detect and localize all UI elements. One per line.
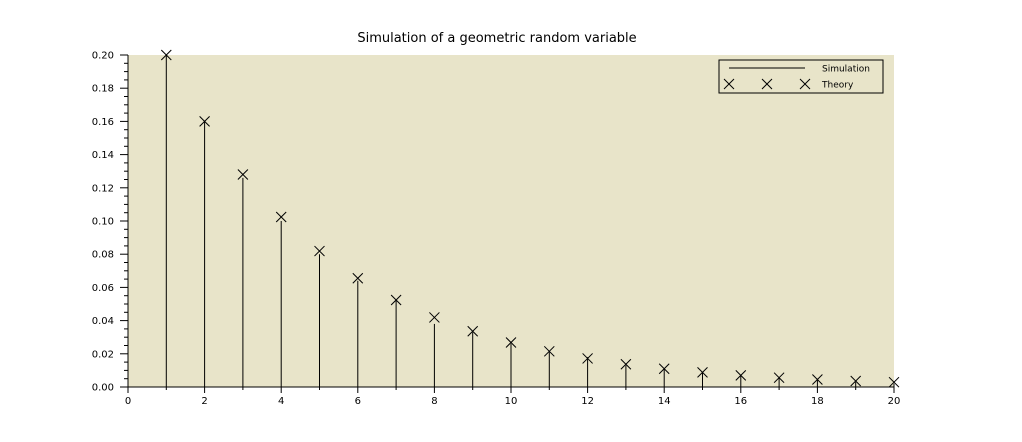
theory-marker (505, 337, 517, 348)
x-tick-label: 8 (431, 396, 437, 407)
x-tick-label: 4 (278, 396, 284, 407)
theory-marker (697, 367, 708, 378)
x-tick-label: 16 (734, 396, 747, 407)
y-tick-label: 0.20 (92, 51, 114, 62)
theory-marker (620, 358, 632, 370)
theory-marker (812, 374, 823, 385)
x-tick-label: 20 (888, 396, 901, 407)
y-tick-label: 0.00 (92, 383, 114, 394)
plot-area (128, 55, 894, 387)
theory-marker (467, 325, 479, 337)
legend: Simulation Theory (718, 59, 884, 94)
x-tick-label: 14 (658, 396, 671, 407)
y-tick-label: 0.12 (92, 183, 114, 194)
y-tick-label: 0.02 (92, 349, 114, 360)
y-tick-label: 0.08 (92, 250, 114, 261)
y-tick-label: 0.14 (92, 150, 114, 161)
x-tick-label: 18 (811, 396, 824, 407)
theory-marker (773, 372, 785, 384)
theory-marker (275, 211, 287, 223)
theory-marker (199, 116, 210, 127)
x-tick-label: 12 (581, 396, 594, 407)
legend-label-theory: Theory (821, 81, 854, 91)
theory-marker (160, 49, 172, 61)
legend-marker-sample (723, 78, 735, 90)
theory-marker (390, 294, 402, 306)
theory-marker (237, 169, 249, 180)
x-tick-label: 10 (505, 396, 518, 407)
x-tick-label: 2 (201, 396, 207, 407)
theory-marker (352, 272, 364, 284)
theory-marker (658, 363, 670, 375)
y-tick-label: 0.10 (92, 217, 114, 228)
y-tick-label: 0.06 (92, 283, 114, 294)
theory-marker (735, 370, 747, 381)
theory-marker (582, 353, 593, 364)
y-tick-label: 0.18 (92, 84, 114, 95)
x-tick-label: 6 (355, 396, 361, 407)
theory-marker (543, 345, 555, 357)
legend-marker-sample (799, 78, 811, 90)
series-layer (160, 49, 900, 388)
legend-label-simulation: Simulation (822, 65, 870, 75)
theory-marker (850, 375, 862, 387)
theory-marker (314, 245, 325, 257)
theory-marker (888, 376, 900, 388)
y-tick-label: 0.04 (92, 316, 114, 327)
chart-title: Simulation of a geometric random variabl… (357, 31, 636, 46)
legend-marker-sample (761, 78, 773, 90)
y-tick-label: 0.16 (92, 117, 114, 128)
theory-marker (429, 312, 440, 323)
x-tick-label: 0 (125, 396, 131, 407)
